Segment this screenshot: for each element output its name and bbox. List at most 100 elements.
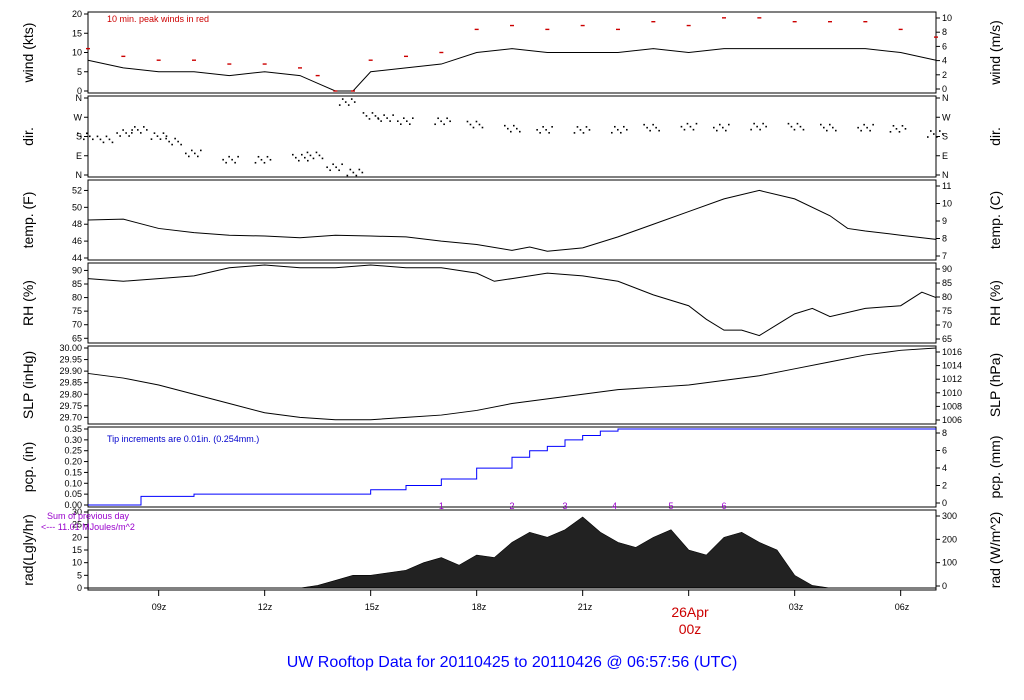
dir-point	[722, 126, 724, 129]
rad-left-tick-label: 30	[72, 507, 82, 517]
dir-point	[449, 120, 451, 123]
rad-right-tick-label: 0	[942, 581, 947, 591]
slp-series-line	[87, 347, 937, 421]
dir-point	[796, 122, 799, 125]
dir-point	[383, 114, 385, 116]
dir-point	[89, 135, 91, 138]
pcp-ylabel-right: pcp. (mm)	[987, 436, 1003, 499]
dir-point	[725, 129, 727, 132]
x-tick-06z: 06z	[895, 602, 910, 612]
dir-point	[655, 126, 657, 129]
dir-point	[507, 127, 509, 130]
dir-point	[683, 128, 686, 131]
slp-ylabel: SLP (inHg)	[20, 351, 36, 419]
slp-left-tick-label: 29.70	[59, 412, 82, 422]
dir-point	[83, 138, 85, 141]
temp-left-tick-label: 52	[72, 185, 82, 195]
dir-point	[312, 157, 315, 160]
dir-point	[728, 123, 730, 126]
dir-point	[895, 128, 898, 130]
dir-point	[504, 124, 506, 127]
dir-point	[898, 131, 901, 133]
dir-point	[346, 174, 349, 177]
dir-point	[171, 143, 173, 146]
dir-point	[519, 130, 521, 133]
dir-point	[389, 120, 391, 122]
dir-point	[901, 125, 904, 127]
dir-point	[341, 98, 344, 100]
dir-point	[269, 158, 272, 161]
dir-left-tick-label: N	[76, 170, 83, 180]
dir-point	[304, 156, 306, 159]
rad-marker: 6	[721, 501, 726, 511]
dir-point	[119, 135, 121, 137]
date-sublabel: 00z	[679, 621, 702, 637]
dir-point	[643, 123, 645, 126]
rh-right-tick-label: 65	[942, 334, 952, 344]
temp-frame	[87, 179, 937, 261]
dir-point	[234, 161, 236, 164]
dir-point	[716, 129, 718, 132]
dir-point	[125, 132, 127, 134]
temp-left-tick-label: 44	[72, 253, 82, 263]
pcp-left-tick-label: 0.25	[64, 446, 82, 456]
dir-point	[626, 128, 628, 131]
dir-point	[80, 135, 82, 138]
dir-point	[403, 117, 405, 119]
dir-right-tick-label: N	[942, 93, 949, 103]
dir-point	[260, 158, 263, 161]
rh-series-line	[87, 264, 937, 337]
dir-point	[904, 128, 907, 130]
dir-point	[146, 129, 148, 131]
dir-point	[188, 155, 190, 158]
dir-point	[440, 120, 442, 123]
dir-point	[153, 132, 156, 134]
dir-point	[542, 126, 544, 128]
dir-point	[156, 135, 159, 137]
pcp-left-tick-label: 0.05	[64, 489, 82, 499]
dir-point	[350, 98, 353, 100]
slp-left-tick-label: 29.90	[59, 366, 82, 376]
x-tick-09z: 09z	[152, 602, 167, 612]
dir-point	[374, 115, 377, 117]
dir-point	[352, 171, 355, 174]
dir-point	[228, 155, 230, 158]
time-axis: 09z 12z 15z 18z 21z 03z 06z 26Apr 00z	[152, 602, 910, 637]
dir-point	[392, 114, 394, 116]
dir-point	[263, 161, 266, 164]
dir-point	[150, 138, 153, 140]
dir-point	[222, 158, 224, 161]
rad-left-tick-label: 25	[72, 520, 82, 530]
dir-point	[617, 128, 619, 131]
rad-marker: 5	[668, 501, 673, 511]
dir-point	[585, 126, 588, 128]
pcp-panel: 0.000.050.100.150.200.250.300.35 0 2 4 6 8 pcp…	[20, 424, 1003, 510]
dir-point	[866, 126, 868, 129]
temp-right-tick-label: 9	[942, 216, 947, 226]
pcp-left-tick-label: 0.10	[64, 478, 82, 488]
dir-point	[614, 125, 616, 128]
dir-point	[231, 158, 233, 161]
dir-point	[365, 115, 368, 117]
rad-left-tick-label: 15	[72, 545, 82, 555]
wind-right-tick-label: 8	[942, 27, 947, 37]
x-tick-03z: 03z	[789, 602, 804, 612]
rh-right-tick-label: 90	[942, 264, 952, 274]
dir-point	[623, 125, 625, 128]
dir-point	[536, 129, 538, 131]
x-tick-15z: 15z	[365, 602, 380, 612]
wind-series-line	[87, 48, 937, 92]
date-label: 26Apr	[671, 604, 709, 620]
dir-point	[165, 137, 167, 140]
rad-left-tick-label: 5	[77, 570, 82, 580]
dir-point	[545, 129, 547, 131]
dir-point	[939, 130, 941, 132]
temp-left-tick-label: 46	[72, 236, 82, 246]
dir-point	[191, 149, 193, 152]
slp-right-tick-label: 1012	[942, 374, 962, 384]
dir-point	[406, 120, 408, 122]
pcp-right-tick-label: 8	[942, 428, 947, 438]
dir-point	[548, 132, 550, 134]
pcp-left-tick-label: 0.15	[64, 467, 82, 477]
